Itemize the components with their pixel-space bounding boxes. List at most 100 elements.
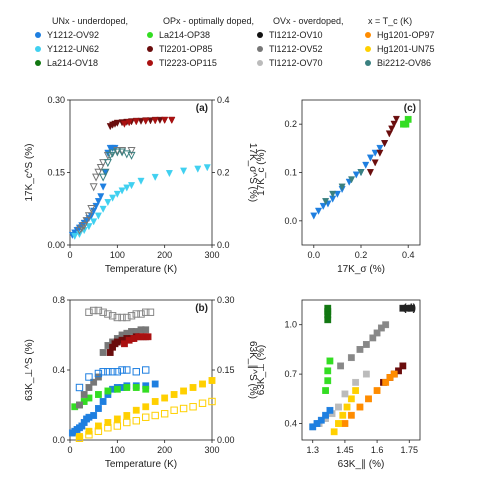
data-point	[132, 384, 140, 391]
data-point	[132, 417, 140, 425]
y2-tick-label: 0.4	[217, 95, 230, 105]
data-point	[198, 399, 207, 407]
series-tl1212-ov70	[85, 306, 155, 322]
data-point	[125, 119, 133, 127]
data-point	[338, 183, 346, 191]
data-point	[75, 383, 84, 392]
data-point	[194, 165, 202, 173]
data-point	[168, 116, 176, 124]
data-point	[97, 193, 105, 201]
legend-label-hg1201-un75: Hg1201-UN75	[377, 44, 435, 54]
legend-label-tl2201-op85: Tl2201-OP85	[159, 44, 213, 54]
data-point	[80, 398, 88, 405]
data-point	[108, 149, 117, 158]
legend-header: OPx - optimally doped,	[163, 16, 254, 26]
data-point	[317, 416, 325, 424]
data-point	[127, 151, 136, 160]
data-point	[127, 312, 136, 320]
data-point	[94, 422, 102, 430]
data-point	[113, 313, 122, 322]
data-point	[142, 403, 150, 411]
series-tl2201-op85	[366, 115, 400, 177]
legend-label-y1212-un62: Y1212-UN62	[47, 44, 99, 54]
y-tick-label: 0.8	[52, 295, 65, 305]
series-hg1201-un75	[330, 387, 360, 436]
series-la214-op38	[322, 357, 334, 394]
data-point	[382, 321, 390, 329]
data-point	[208, 397, 216, 406]
data-point	[121, 340, 128, 348]
data-point	[113, 422, 122, 430]
data-point	[208, 377, 216, 384]
data-point	[132, 368, 140, 376]
data-point	[369, 334, 377, 342]
y-tick-label: 0.1	[284, 168, 297, 178]
data-point	[352, 171, 360, 179]
data-point	[170, 406, 178, 414]
data-point	[104, 419, 112, 426]
x-tick-label: 300	[204, 445, 219, 455]
data-point	[85, 308, 93, 316]
legend-marker-la214-ov18	[35, 60, 41, 66]
data-point	[123, 366, 131, 374]
y-tick-label: 0.30	[47, 95, 65, 105]
data-point	[356, 346, 364, 353]
data-point	[329, 190, 337, 198]
data-point	[373, 387, 381, 394]
data-point	[94, 306, 103, 315]
series-hg1201-un75	[75, 397, 216, 442]
x-tick-label: 100	[110, 445, 125, 455]
data-point	[142, 326, 150, 334]
y2-tick-label: 0.2	[217, 168, 230, 178]
x-tick-label: 1.75	[401, 445, 419, 455]
x-tick-label: 1.45	[336, 445, 354, 455]
series-tl2223-op115	[121, 333, 152, 348]
data-point	[324, 304, 332, 312]
data-point	[324, 367, 332, 375]
data-point	[151, 398, 159, 405]
data-point	[151, 117, 159, 125]
x-axis-label: 63K_∥ (%)	[338, 459, 385, 470]
data-point	[132, 310, 140, 318]
data-point	[203, 164, 211, 172]
data-point	[123, 412, 131, 419]
data-point	[326, 357, 334, 365]
data-point	[99, 349, 107, 356]
legend-marker-bi2212-ov86	[365, 60, 371, 66]
series-hg1201-op97	[341, 370, 398, 427]
data-point	[371, 159, 379, 167]
data-point	[390, 370, 398, 378]
data-point	[160, 410, 169, 418]
data-point	[89, 183, 98, 192]
y-axis-label: 17K_c (%)	[256, 149, 267, 196]
data-point	[335, 403, 342, 411]
data-point	[142, 308, 150, 316]
data-point	[165, 170, 173, 178]
data-point	[156, 116, 164, 124]
legend-header: x = T_c (K)	[368, 16, 412, 26]
data-point	[94, 168, 103, 177]
data-point	[99, 183, 107, 191]
y2-axis-label: 17K_σ^S (%)	[247, 143, 258, 202]
data-point	[99, 159, 108, 168]
data-point	[352, 387, 360, 394]
data-point	[137, 310, 145, 318]
data-point	[123, 184, 131, 192]
panel-b: 0 100 200 300 0.0 0.4 0.8 0.00 0.15 0.30 63K_∥^S (…	[24, 295, 258, 470]
data-point	[161, 394, 169, 402]
data-point	[71, 232, 79, 240]
data-point	[113, 119, 121, 127]
data-point	[322, 198, 330, 206]
y2-axis-label: 63K_∥^S (%)	[247, 341, 258, 399]
data-point	[348, 176, 356, 184]
data-point	[94, 391, 102, 398]
panel-d-frame	[301, 299, 421, 441]
legend-label-y1212-ov92: Y1212-OV92	[47, 30, 99, 40]
x-tick-label: 1.6	[371, 445, 384, 455]
x-tick-label: 300	[204, 250, 219, 260]
legend: UNx - underdoped, OPx - optimally doped, O…	[35, 16, 435, 68]
data-point	[113, 190, 121, 198]
data-point	[357, 169, 365, 177]
x-tick-label: 200	[157, 445, 172, 455]
